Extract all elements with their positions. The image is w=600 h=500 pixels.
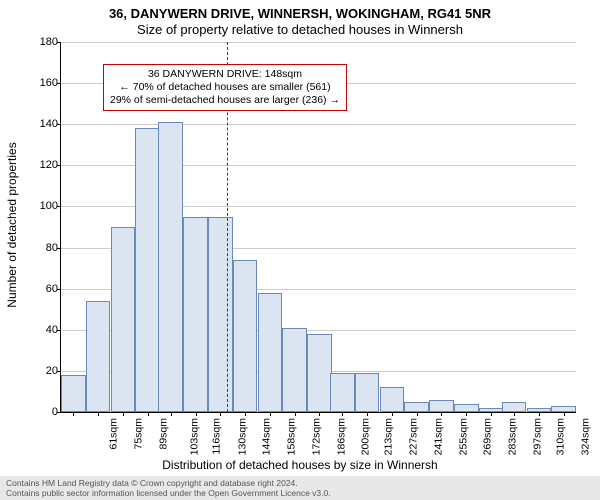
y-axis-label: Number of detached properties (5, 142, 19, 307)
y-tick-label: 160 (28, 77, 58, 89)
histogram-bar (429, 400, 454, 412)
annotation-line3: 29% of semi-detached houses are larger (… (110, 94, 340, 107)
y-tick-label: 80 (28, 242, 58, 254)
histogram-bar (454, 404, 479, 412)
histogram-bar (258, 293, 283, 412)
x-tick-mark (196, 412, 197, 416)
chart-title-subtitle: Size of property relative to detached ho… (0, 22, 600, 37)
y-tick-label: 120 (28, 159, 58, 171)
x-tick-mark (564, 412, 565, 416)
histogram-bar (86, 301, 111, 412)
y-tick-label: 60 (28, 283, 58, 295)
x-tick-label: 297sqm (531, 418, 543, 455)
x-tick-label: 116sqm (210, 418, 222, 455)
x-tick-label: 213sqm (383, 418, 395, 455)
histogram-bar (61, 375, 86, 412)
x-tick-mark (367, 412, 368, 416)
histogram-bar (380, 387, 405, 412)
x-tick-label: 172sqm (310, 418, 322, 455)
x-tick-label: 255sqm (457, 418, 469, 455)
x-tick-label: 200sqm (360, 418, 372, 455)
gridline (61, 42, 576, 43)
histogram-bar (355, 373, 380, 412)
footer-licence: Contains HM Land Registry data © Crown c… (0, 476, 600, 500)
x-tick-label: 269sqm (482, 418, 494, 455)
x-tick-mark (514, 412, 515, 416)
x-tick-label: 241sqm (432, 418, 444, 455)
histogram-bar (282, 328, 307, 412)
histogram-bar (208, 217, 233, 412)
x-tick-mark (98, 412, 99, 416)
y-tick-label: 140 (28, 118, 58, 130)
x-tick-mark (466, 412, 467, 416)
x-tick-mark (491, 412, 492, 416)
x-tick-mark (73, 412, 74, 416)
y-tick-label: 180 (28, 36, 58, 48)
y-tick-label: 100 (28, 200, 58, 212)
x-tick-mark (295, 412, 296, 416)
histogram-bar (307, 334, 332, 412)
x-tick-mark (245, 412, 246, 416)
footer-line2: Contains public sector information licen… (6, 488, 594, 498)
annotation-line1: 36 DANYWERN DRIVE: 148sqm (110, 68, 340, 81)
footer-line1: Contains HM Land Registry data © Crown c… (6, 478, 594, 488)
x-tick-mark (392, 412, 393, 416)
histogram-bar (111, 227, 136, 412)
histogram-bar (233, 260, 258, 412)
x-tick-label: 310sqm (554, 418, 566, 455)
x-axis-label: Distribution of detached houses by size … (0, 458, 600, 472)
x-tick-label: 130sqm (236, 418, 248, 455)
x-tick-mark (441, 412, 442, 416)
x-tick-label: 89sqm (157, 418, 169, 450)
x-tick-mark (220, 412, 221, 416)
x-tick-label: 61sqm (108, 418, 120, 450)
plot-area: 36 DANYWERN DRIVE: 148sqm← 70% of detach… (60, 42, 576, 413)
y-tick-label: 40 (28, 324, 58, 336)
x-tick-mark (148, 412, 149, 416)
x-tick-mark (417, 412, 418, 416)
annotation-box: 36 DANYWERN DRIVE: 148sqm← 70% of detach… (103, 64, 347, 111)
x-tick-label: 227sqm (408, 418, 420, 455)
x-tick-label: 324sqm (579, 418, 591, 455)
histogram-bar (404, 402, 429, 412)
x-tick-mark (171, 412, 172, 416)
histogram-bar (502, 402, 527, 412)
histogram-bar (135, 128, 160, 412)
x-tick-label: 144sqm (261, 418, 273, 455)
x-tick-mark (123, 412, 124, 416)
x-tick-mark (539, 412, 540, 416)
x-tick-label: 75sqm (133, 418, 145, 450)
gridline (61, 124, 576, 125)
histogram-bar (158, 122, 183, 412)
annotation-line2: ← 70% of detached houses are smaller (56… (110, 81, 340, 94)
x-tick-label: 186sqm (335, 418, 347, 455)
histogram-bar (183, 217, 208, 412)
x-tick-label: 103sqm (188, 418, 200, 455)
y-tick-label: 0 (28, 406, 58, 418)
x-tick-mark (319, 412, 320, 416)
chart-title-address: 36, DANYWERN DRIVE, WINNERSH, WOKINGHAM,… (0, 6, 600, 21)
x-tick-label: 283sqm (507, 418, 519, 455)
x-tick-mark (342, 412, 343, 416)
histogram-bar (330, 373, 355, 412)
x-tick-label: 158sqm (285, 418, 297, 455)
y-tick-label: 20 (28, 365, 58, 377)
x-tick-mark (270, 412, 271, 416)
